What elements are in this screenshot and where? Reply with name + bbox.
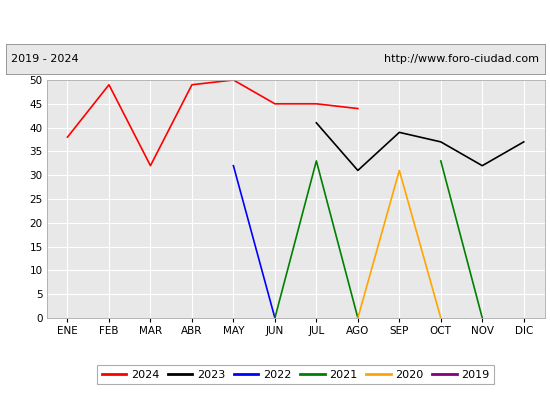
Text: http://www.foro-ciudad.com: http://www.foro-ciudad.com (384, 54, 539, 64)
Text: Evolucion Nº Turistas Extranjeros en el municipio de Monterrubio: Evolucion Nº Turistas Extranjeros en el … (59, 14, 491, 28)
Text: 2019 - 2024: 2019 - 2024 (11, 54, 79, 64)
Legend: 2024, 2023, 2022, 2021, 2020, 2019: 2024, 2023, 2022, 2021, 2020, 2019 (97, 365, 494, 384)
